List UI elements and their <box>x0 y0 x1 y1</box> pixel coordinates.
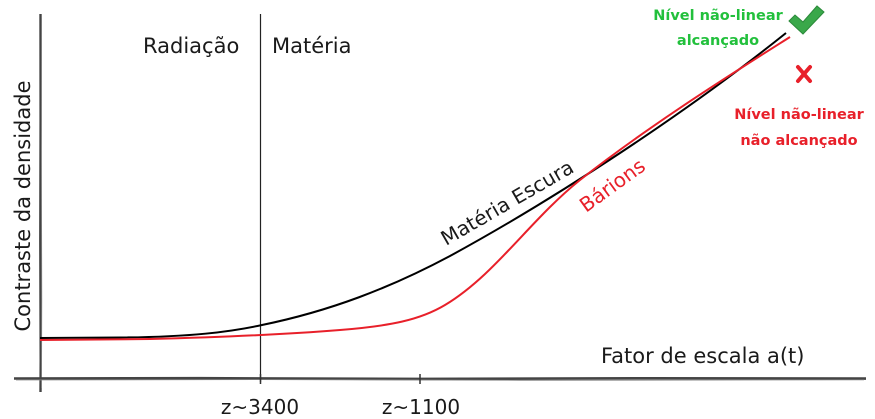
x-axis <box>13 376 867 381</box>
dark-matter-label: Matéria Escura <box>437 155 578 250</box>
dark-matter-curve <box>39 32 787 339</box>
status-reached-line1: Nível não-linear <box>653 8 783 24</box>
x-axis-label: Fator de escala a(t) <box>601 344 804 368</box>
y-axis-label: Contraste da densidade <box>11 81 35 332</box>
tick-recombination-label: z~1100 <box>382 395 460 419</box>
baryon-curve <box>39 36 791 341</box>
check-icon <box>788 5 825 35</box>
status-not-reached-line1: Nível não-linear <box>734 107 864 123</box>
status-reached-line2: alcançado <box>677 33 759 49</box>
x-axis-texture <box>15 379 865 381</box>
cross-icon <box>796 65 812 83</box>
tick-equality-label: z~3400 <box>221 395 299 419</box>
era-radiation-label: Radiação <box>143 34 239 58</box>
status-not-reached-line2: não alcançado <box>740 133 857 149</box>
baryon-label: Bárions <box>575 153 650 217</box>
era-matter-label: Matéria <box>272 34 351 58</box>
